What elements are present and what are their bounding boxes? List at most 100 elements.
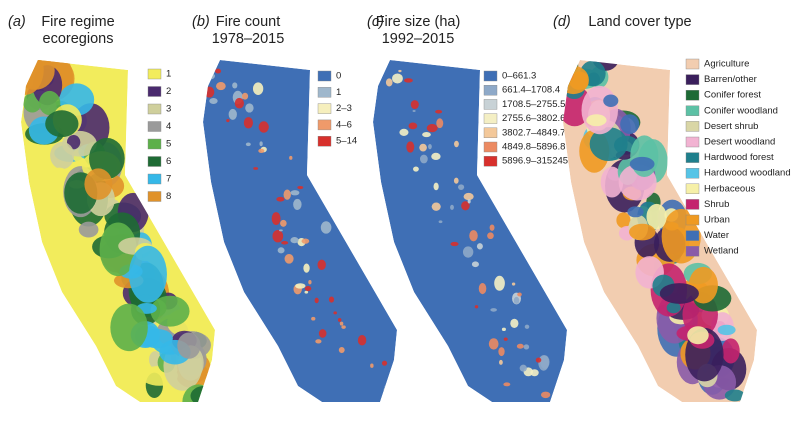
map-patch [503, 382, 511, 387]
legend-label: 1 [336, 87, 341, 98]
map-patch [524, 324, 530, 329]
map-patch [228, 108, 237, 120]
legend-label: 661.4–1708.4 [502, 85, 560, 96]
map-patch [666, 301, 681, 314]
legend-swatch [317, 119, 332, 131]
map-patch [234, 97, 244, 109]
map-patch [281, 240, 289, 245]
map-patch [243, 117, 253, 129]
map-panel: (c)Fire size (ha)1992–2015 0–661.3 661.4–1… [367, 14, 568, 402]
map-patch [258, 121, 269, 133]
legend-swatch [685, 199, 700, 210]
map-patch [317, 259, 326, 271]
legend-label: Conifer forest [704, 90, 761, 101]
map-patch [399, 128, 409, 136]
map-patch [314, 297, 319, 304]
legend-swatch [147, 121, 162, 132]
legend-swatch [147, 173, 162, 185]
map-patch [392, 73, 403, 84]
map-patch [320, 221, 332, 234]
state-area [373, 60, 567, 402]
map-patch [510, 318, 519, 329]
map-patch [357, 334, 367, 346]
map-patch [620, 114, 640, 135]
map-patch [629, 156, 655, 172]
map-patch [629, 223, 656, 241]
map-patch [589, 127, 628, 162]
map-patch [426, 123, 438, 133]
panel-title: 1992–2015 [382, 31, 455, 47]
map-patch [499, 359, 503, 365]
map-patch [280, 219, 287, 227]
map-patch [128, 245, 167, 303]
map-patch [204, 72, 215, 80]
legend-label: Barren/other [704, 74, 757, 85]
legend-label: Conifer woodland [704, 105, 778, 116]
map-patch [209, 98, 218, 104]
legend-label: 3802.7–4849.7 [502, 127, 565, 138]
map-patch [289, 155, 293, 160]
legend-swatch [317, 103, 332, 114]
map-patch [474, 305, 479, 309]
legend-label: 3 [166, 104, 171, 115]
legend-swatch [685, 89, 700, 101]
map-patch [404, 78, 413, 83]
map-patch [450, 241, 459, 247]
map-patch [202, 47, 205, 51]
map-patch [50, 141, 75, 170]
map-patch [232, 82, 238, 89]
map-patch [301, 238, 310, 244]
panel-label: (d) [553, 14, 571, 30]
map-patch [587, 72, 600, 87]
map-patch [581, 85, 619, 135]
map-patch [308, 279, 312, 285]
map-patch [462, 246, 474, 258]
map-patch [438, 220, 443, 224]
panel-label: (b) [192, 14, 210, 30]
map-patch [410, 100, 419, 110]
legend-label: 4 [166, 121, 171, 132]
legend-swatch [685, 121, 700, 132]
map-patch [38, 90, 61, 116]
panel-title: Fire count [216, 14, 280, 30]
map-patch [461, 201, 470, 211]
legend-swatch [685, 152, 700, 163]
map-patch [78, 221, 99, 238]
map-patch [276, 196, 285, 202]
map-patch [419, 143, 427, 152]
map-patch [150, 295, 190, 327]
map-patch [413, 166, 419, 172]
legend-swatch [147, 68, 162, 80]
map-patch [215, 68, 222, 74]
map-patch [271, 212, 281, 225]
legend-swatch [685, 74, 700, 85]
legend-swatch [483, 141, 498, 153]
legend-label: 4–6 [336, 119, 352, 130]
map-patch [341, 325, 346, 329]
map-patch [517, 292, 522, 297]
panel-title: Land cover type [588, 14, 691, 30]
map-patch [489, 224, 495, 231]
legend-swatch [147, 191, 162, 202]
map-patch [516, 343, 524, 349]
map-patch [290, 237, 299, 244]
map-patch [646, 203, 667, 230]
map-patch [297, 185, 304, 190]
map-patch [431, 202, 441, 211]
map-patch [600, 166, 624, 198]
map-patch [503, 337, 508, 341]
map-patch [398, 69, 402, 73]
map-patch [511, 282, 516, 286]
map-patch [428, 143, 432, 150]
map-patch [412, 110, 416, 112]
map-patch [290, 190, 300, 196]
panel-title: ecoregions [43, 31, 114, 47]
map-patch [311, 316, 316, 321]
legend-label: 8 [166, 191, 171, 202]
legend-swatch [317, 135, 332, 147]
map-patch [245, 103, 254, 113]
legend-swatch [147, 156, 162, 167]
map-patch [469, 230, 478, 242]
